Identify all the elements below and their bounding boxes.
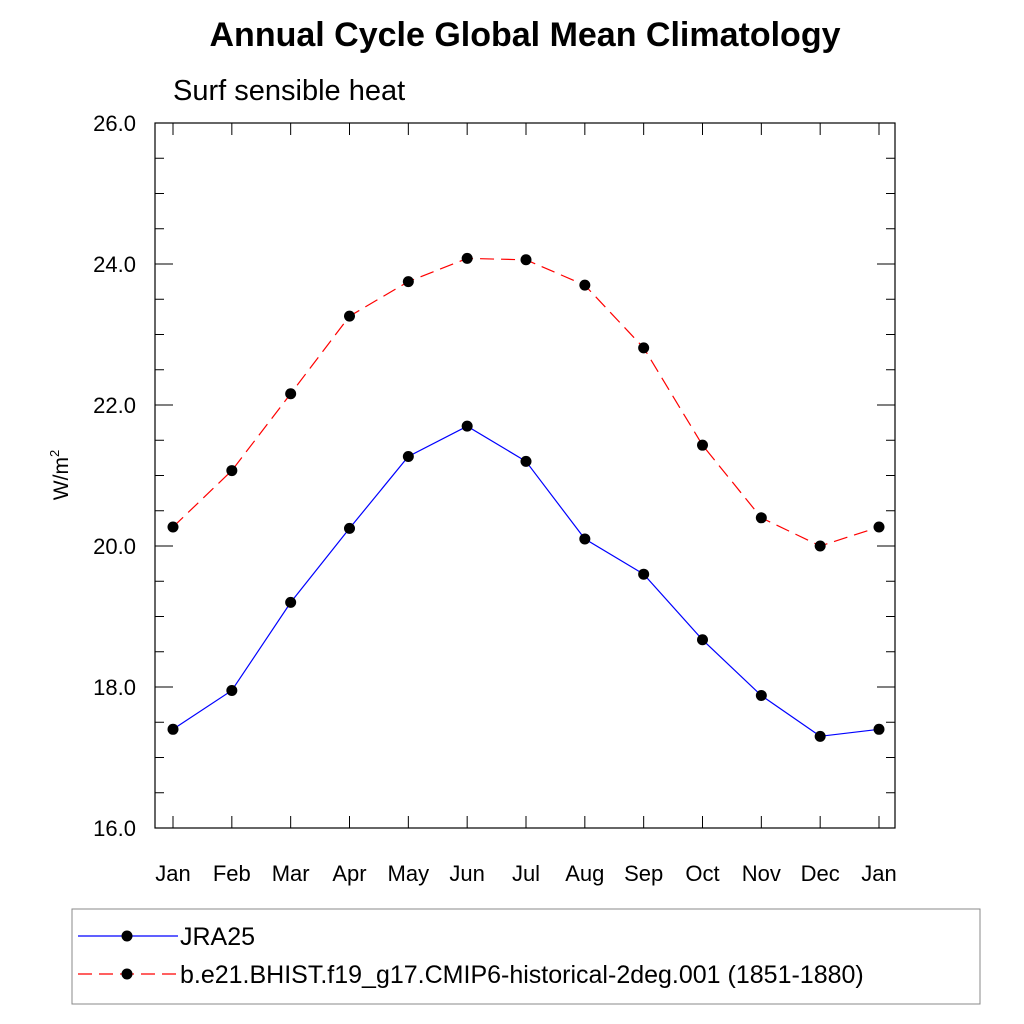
series-0-point [814, 730, 826, 742]
chart-title: Annual Cycle Global Mean Climatology [210, 16, 841, 54]
y-tick-label: 24.0 [93, 252, 136, 277]
y-axis-label: W/m2 [47, 450, 73, 500]
legend: JRA25 b.e21.BHIST.f19_g17.CMIP6-historica… [78, 923, 864, 989]
legend-label-1: b.e21.BHIST.f19_g17.CMIP6-historical-2de… [180, 961, 864, 989]
series-0-point [461, 420, 473, 432]
legend-box [71, 908, 981, 1005]
series-line-0 [172, 425, 880, 737]
series-line-1 [172, 257, 880, 547]
series-1-point [344, 310, 355, 322]
series-1-point [638, 342, 650, 354]
series-1-point [167, 521, 179, 533]
series-0-point [226, 685, 238, 697]
series-0-point [520, 455, 532, 467]
x-tick-label: Apr [332, 861, 366, 886]
series-1-point [226, 465, 238, 477]
y-tick-label: 26.0 [93, 111, 136, 136]
x-tick-label: Aug [565, 861, 604, 886]
x-tick-label: Feb [213, 861, 251, 886]
series-1-point [461, 252, 473, 264]
series-layer [167, 252, 885, 742]
x-tick-label: Jun [449, 861, 484, 886]
y-axis-label-superscript: 2 [47, 450, 62, 457]
y-tick-label: 16.0 [93, 816, 136, 841]
series-0-point [402, 450, 414, 462]
series-1-point [755, 512, 767, 524]
legend-marker-0 [121, 930, 133, 942]
series-0-point [285, 596, 297, 608]
axis-ticks [155, 122, 895, 829]
series-0-point [579, 533, 591, 545]
series-1-point [579, 279, 591, 291]
x-tick-label: Sep [624, 861, 663, 886]
y-tick-label: 20.0 [93, 534, 136, 559]
x-tick-label: Jan [155, 861, 190, 886]
series-0-point [344, 522, 355, 534]
x-tick-label: Dec [801, 861, 840, 886]
x-tick-label: Mar [272, 861, 310, 886]
x-tick-label: Nov [742, 861, 781, 886]
series-0-point [755, 689, 767, 701]
series-1-point [697, 439, 708, 451]
y-tick-label: 18.0 [93, 675, 136, 700]
series-0-point [873, 723, 885, 735]
x-tick-label: Jan [861, 861, 896, 886]
series-0-point [167, 723, 179, 735]
series-1-point [520, 254, 532, 266]
x-tick-label: Jul [512, 861, 540, 886]
y-axis-tick-labels: 16.0 18.0 20.0 22.0 24.0 26.0 [93, 111, 136, 841]
x-tick-label: May [388, 861, 430, 886]
series-1-point [814, 540, 826, 552]
y-axis-label-unit: W/m [50, 457, 73, 500]
series-1-point [873, 521, 885, 533]
y-tick-label: 22.0 [93, 393, 136, 418]
series-1-point [402, 276, 414, 288]
x-axis-tick-labels: Jan Feb Mar Apr May Jun Jul Aug Sep Oct Nov Dec Jan [155, 861, 896, 886]
plot-frame [154, 122, 896, 829]
series-1-point [285, 388, 297, 400]
series-0-point [697, 634, 708, 646]
series-0-point [638, 568, 650, 580]
x-tick-label: Oct [685, 861, 719, 886]
legend-label-0: JRA25 [180, 923, 255, 951]
legend-marker-1 [121, 968, 133, 980]
chart-subtitle: Surf sensible heat [173, 75, 405, 107]
